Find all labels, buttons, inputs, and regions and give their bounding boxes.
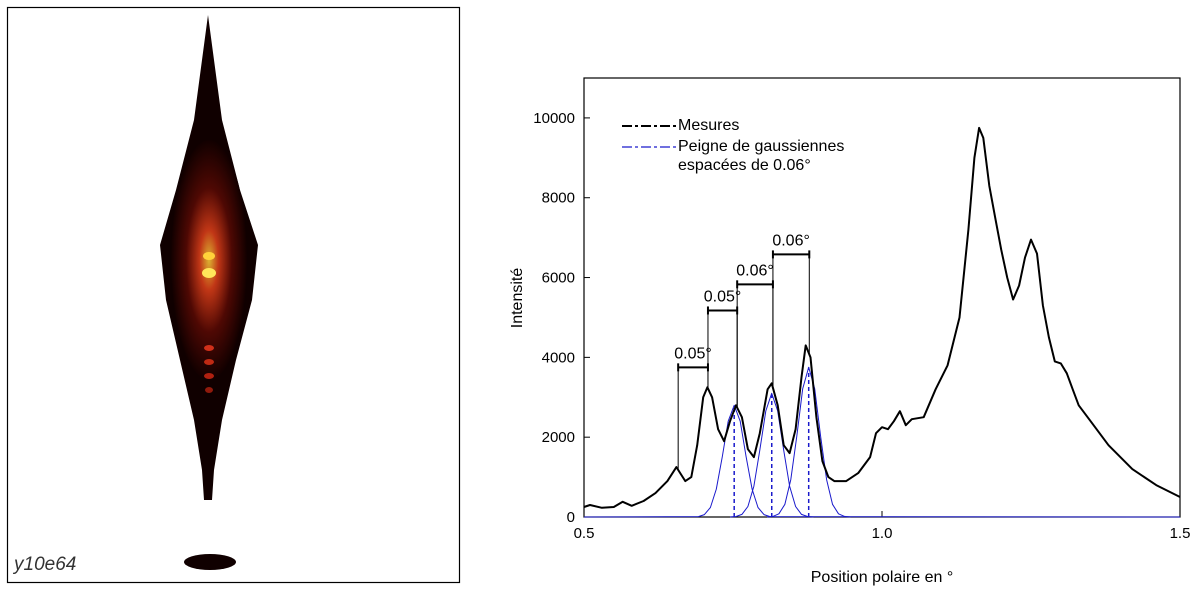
annotation: 0.06°: [736, 262, 774, 279]
spot: [205, 387, 213, 393]
legend-entry: Mesures: [618, 116, 893, 135]
y-tick-label: 10000: [533, 110, 575, 127]
legend-label: Peigne de gaussiennes espacées de 0.06°: [678, 138, 845, 174]
y-tick-label: 4000: [542, 349, 575, 366]
legend-entry: Peigne de gaussiennes espacées de 0.06°: [618, 137, 893, 175]
spot: [204, 359, 214, 365]
y-tick-label: 0: [567, 509, 575, 526]
measured-line: [583, 126, 1181, 509]
annotation: 0.05°: [704, 288, 742, 305]
bright-spot: [202, 268, 216, 278]
y-tick-label: 2000: [542, 429, 575, 446]
gaussian-line: [766, 366, 851, 518]
gaussian-line: [729, 392, 814, 518]
x-tick-label: 0.5: [574, 525, 595, 542]
annotation: 0.06°: [772, 232, 810, 249]
bright-spot: [203, 252, 215, 260]
legend-label: Mesures: [678, 117, 740, 134]
y-tick-label: 6000: [542, 270, 575, 287]
legend: Mesures Peigne de gaussiennes espacées de…: [618, 116, 893, 177]
spot: [204, 345, 214, 351]
y-tick-label: 8000: [542, 190, 575, 207]
annotation: 0.05°: [674, 345, 712, 362]
gaussian-line: [583, 404, 1181, 518]
x-tick-label: 1.0: [872, 525, 893, 542]
legend-swatch: [622, 146, 676, 148]
y-axis-label: Intensité: [509, 268, 526, 329]
beam-stop-spot: [184, 554, 236, 570]
spot: [204, 373, 214, 379]
x-tick-label: 1.5: [1170, 525, 1191, 542]
x-axis-label: Position polaire en °: [811, 569, 953, 586]
legend-swatch: [622, 125, 676, 127]
diffraction-image: y10e64: [6, 6, 461, 584]
image-label: y10e64: [12, 554, 76, 575]
